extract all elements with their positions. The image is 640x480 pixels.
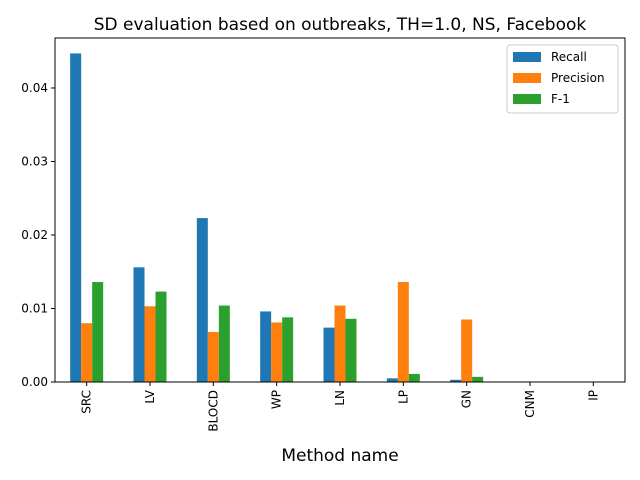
legend-label: Precision [551, 71, 605, 85]
y-tick-label: 0.02 [21, 228, 48, 242]
x-tick-label: LP [396, 390, 410, 404]
bar-recall-wp [260, 311, 272, 382]
y-tick-label: 0.04 [21, 81, 48, 95]
legend-swatch [513, 94, 541, 104]
legend-swatch [513, 52, 541, 62]
x-tick-label: BLOCD [206, 390, 220, 432]
bar-f-1-wp [282, 317, 294, 382]
x-tick-label: WP [270, 390, 284, 409]
x-tick-label: LV [143, 389, 157, 403]
x-tick-label: GN [460, 390, 474, 408]
x-tick-label: IP [586, 390, 600, 401]
y-tick-label: 0.01 [21, 301, 48, 315]
bar-f-1-src [92, 282, 104, 382]
plot-frame [54, 37, 626, 383]
x-tick-label: CNM [523, 390, 537, 418]
bar-f-1-blocd [218, 305, 230, 382]
x-tick-label: SRC [80, 390, 94, 414]
bar-precision-lv [144, 306, 156, 382]
bar-f-1-gn [472, 376, 484, 382]
y-tick-label: 0.03 [21, 154, 48, 168]
x-axis: SRC LV BLOCD WP LN LP GN CNM IP [80, 382, 600, 432]
legend-swatch [513, 73, 541, 83]
bar-recall-src [70, 53, 82, 382]
x-tick-label: LN [333, 390, 347, 406]
bar-precision-src [81, 323, 93, 382]
bar-precision-gn [461, 319, 473, 382]
legend-label: Recall [551, 50, 587, 64]
bars-group [70, 53, 484, 382]
bar-precision-wp [271, 322, 283, 382]
bar-precision-ln [334, 305, 346, 382]
bar-recall-lv [133, 267, 145, 382]
legend-label: F-1 [551, 92, 570, 106]
bar-f-1-lp [408, 373, 420, 382]
legend: Recall Precision F-1 [506, 44, 619, 114]
chart-title: SD evaluation based on outbreaks, TH=1.0… [94, 15, 587, 35]
bar-precision-blocd [207, 332, 219, 382]
y-tick-label: 0.00 [21, 375, 48, 389]
bar-recall-lp [386, 378, 398, 382]
bar-recall-gn [450, 379, 462, 382]
bar-recall-ln [323, 327, 335, 382]
bar-recall-blocd [196, 218, 208, 382]
bar-f-1-lv [155, 291, 167, 382]
bar-f-1-ln [345, 318, 357, 382]
x-axis-label: Method name [281, 446, 398, 466]
bar-precision-lp [397, 282, 409, 382]
y-axis: 0.00 0.01 0.02 0.03 0.04 [21, 81, 55, 389]
